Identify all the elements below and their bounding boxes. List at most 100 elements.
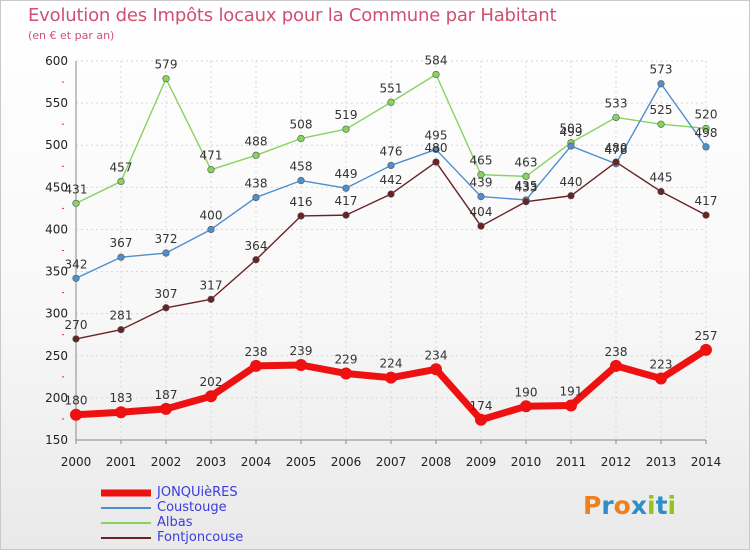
x-tick-label: 2014 bbox=[691, 455, 722, 469]
data-point bbox=[655, 372, 667, 385]
y-tick-label: 250 bbox=[45, 349, 68, 363]
x-tick-label: 2012 bbox=[601, 455, 632, 469]
legend-swatch bbox=[101, 536, 151, 539]
data-point bbox=[72, 274, 80, 282]
x-tick-label: 2000 bbox=[61, 455, 92, 469]
logo-letter: x bbox=[630, 491, 647, 520]
data-label: 495 bbox=[425, 128, 448, 142]
data-label: 488 bbox=[245, 134, 268, 148]
data-label: 457 bbox=[110, 160, 133, 174]
data-point bbox=[115, 406, 127, 419]
data-point bbox=[477, 171, 485, 179]
data-point bbox=[475, 413, 487, 426]
y-tick-label: 450 bbox=[45, 180, 68, 194]
data-label: 465 bbox=[470, 154, 493, 168]
data-point bbox=[342, 125, 350, 133]
logo-letter: r bbox=[601, 491, 614, 520]
data-point bbox=[520, 400, 532, 413]
legend-swatch bbox=[101, 521, 151, 524]
data-point bbox=[657, 187, 665, 196]
data-point bbox=[297, 134, 305, 143]
data-point bbox=[252, 256, 260, 264]
data-point bbox=[610, 359, 622, 372]
y-tick-label: 200 bbox=[45, 391, 68, 405]
logo-letter: i bbox=[647, 491, 656, 520]
data-point bbox=[70, 408, 82, 421]
y-tick-label: 150 bbox=[45, 433, 68, 447]
data-label: 417 bbox=[695, 194, 718, 208]
legend-swatch bbox=[101, 506, 151, 509]
data-point bbox=[522, 172, 530, 180]
data-point bbox=[117, 253, 125, 261]
data-point bbox=[385, 371, 397, 384]
y-tick-label: 550 bbox=[45, 96, 68, 110]
data-point bbox=[72, 199, 80, 207]
data-point bbox=[612, 158, 620, 166]
data-point bbox=[387, 161, 395, 170]
x-tick-label: 2006 bbox=[331, 455, 362, 469]
data-label: 183 bbox=[110, 391, 133, 405]
data-point bbox=[207, 166, 215, 174]
data-label: 416 bbox=[290, 195, 313, 209]
data-label: 463 bbox=[515, 155, 538, 169]
data-label: 404 bbox=[470, 205, 493, 219]
data-label: 433 bbox=[515, 181, 538, 195]
data-label: 270 bbox=[65, 318, 88, 332]
data-point bbox=[522, 198, 530, 206]
x-tick-label: 2009 bbox=[466, 455, 497, 469]
data-point bbox=[207, 225, 215, 234]
logo-letter: i bbox=[667, 491, 677, 520]
data-point bbox=[162, 75, 170, 83]
data-point bbox=[700, 343, 712, 356]
data-label: 508 bbox=[290, 117, 313, 131]
data-label: 239 bbox=[290, 344, 313, 358]
data-label: 174 bbox=[470, 399, 493, 413]
x-tick-label: 2001 bbox=[106, 455, 137, 469]
data-point bbox=[297, 176, 305, 185]
data-label: 229 bbox=[335, 352, 358, 366]
data-point bbox=[117, 177, 125, 186]
data-point bbox=[477, 222, 485, 230]
data-label: 439 bbox=[470, 176, 493, 190]
data-point bbox=[567, 192, 575, 200]
x-tick-label: 2007 bbox=[376, 455, 407, 469]
data-point bbox=[432, 145, 440, 154]
data-label: 307 bbox=[155, 287, 178, 301]
data-point bbox=[295, 359, 307, 372]
legend-label: Fontjoncouse bbox=[157, 530, 244, 545]
data-point bbox=[477, 192, 485, 201]
legend-label: Coustouge bbox=[157, 500, 227, 515]
data-point bbox=[567, 142, 575, 150]
data-label: 367 bbox=[110, 236, 133, 250]
data-point bbox=[342, 184, 350, 192]
data-point bbox=[162, 249, 170, 257]
data-point bbox=[250, 359, 262, 372]
data-label: 573 bbox=[650, 63, 673, 77]
x-tick-label: 2013 bbox=[646, 455, 677, 469]
data-point bbox=[342, 211, 350, 219]
data-point bbox=[297, 212, 305, 220]
chart-title: Evolution des Impôts locaux pour la Comm… bbox=[28, 5, 557, 26]
y-tick-label: 300 bbox=[45, 307, 68, 321]
data-label: 438 bbox=[245, 176, 268, 190]
data-label: 342 bbox=[65, 257, 88, 271]
data-label: 458 bbox=[290, 160, 313, 174]
data-point bbox=[205, 390, 217, 403]
data-point bbox=[387, 190, 395, 198]
data-label: 480 bbox=[425, 141, 448, 155]
data-label: 435 bbox=[515, 179, 538, 193]
data-point bbox=[117, 326, 125, 334]
data-label: 498 bbox=[695, 126, 718, 140]
data-label: 584 bbox=[425, 53, 448, 67]
data-label: 190 bbox=[515, 385, 538, 399]
data-label: 431 bbox=[65, 182, 88, 196]
legend-label: Albas bbox=[157, 515, 193, 530]
data-label: 180 bbox=[65, 394, 88, 408]
data-label: 223 bbox=[650, 358, 673, 372]
data-label: 257 bbox=[695, 329, 718, 343]
data-point bbox=[657, 80, 665, 88]
data-point bbox=[432, 158, 440, 166]
data-label: 519 bbox=[335, 108, 358, 122]
data-point bbox=[430, 363, 442, 376]
